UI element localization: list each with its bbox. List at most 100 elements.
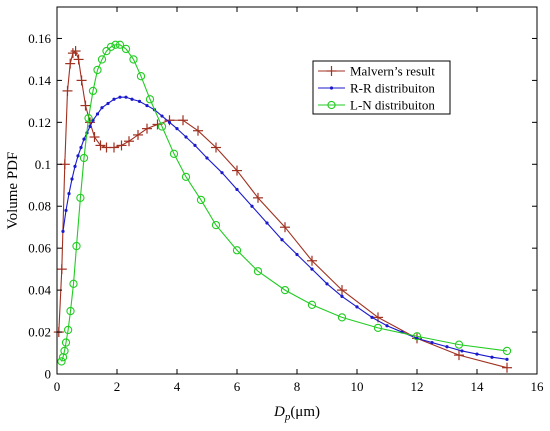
series-3-point bbox=[72, 241, 81, 251]
x-axis-label-symbol: D bbox=[273, 404, 285, 420]
axis-ticks: 0 2 4 6 8 10 12 14 16 0 0.02 0.04 0.06 0.08 0.1 0.12 0.1… bbox=[28, 7, 544, 394]
series-1-point bbox=[454, 350, 464, 361]
legend-swatch-marker bbox=[329, 86, 334, 90]
series-2-point bbox=[70, 177, 74, 181]
series-3-point bbox=[57, 357, 66, 366]
y-tick-label: 0.04 bbox=[28, 283, 51, 298]
series-3-point bbox=[280, 285, 290, 295]
series-2-point bbox=[88, 124, 92, 129]
series-3-point bbox=[61, 338, 71, 347]
y-tick-label: 0.12 bbox=[28, 115, 51, 130]
series-1-point bbox=[502, 362, 512, 373]
x-tick-label: 0 bbox=[54, 379, 61, 394]
series-1-point bbox=[67, 48, 78, 59]
series-1-point bbox=[95, 140, 106, 151]
series-2-point bbox=[460, 349, 464, 353]
x-tick-label: 14 bbox=[471, 379, 485, 394]
series-1-point bbox=[232, 165, 242, 176]
series-1-point bbox=[253, 192, 263, 203]
series-1-point bbox=[142, 123, 152, 134]
series-2-point bbox=[160, 114, 164, 118]
x-axis-label: Dp(μm) bbox=[273, 404, 320, 423]
series-3-point bbox=[373, 323, 383, 333]
series-3 bbox=[57, 40, 512, 366]
series-3-point bbox=[121, 44, 131, 54]
x-tick-label: 6 bbox=[234, 379, 241, 394]
series-2-point bbox=[235, 187, 239, 192]
series-1-point bbox=[109, 142, 119, 153]
series-1-point bbox=[280, 222, 290, 233]
series-3-point bbox=[145, 95, 155, 104]
y-tick-label: 0.06 bbox=[28, 241, 51, 256]
series-2-point bbox=[67, 192, 71, 196]
plot-area bbox=[53, 40, 512, 373]
series-3-point bbox=[412, 332, 422, 341]
series-1-point bbox=[337, 285, 347, 296]
series-1-point bbox=[80, 100, 91, 111]
plot-frame bbox=[56, 6, 538, 375]
series-1-point bbox=[62, 85, 73, 96]
x-tick-label: 10 bbox=[351, 379, 364, 394]
series-1-point bbox=[76, 75, 87, 86]
y-tick-label: 0.16 bbox=[28, 31, 51, 46]
series-2-point bbox=[325, 282, 329, 286]
y-tick-label: 0.14 bbox=[28, 73, 51, 88]
series-2-point bbox=[220, 171, 224, 175]
series-2-point bbox=[124, 95, 128, 99]
y-tick-label: 0.1 bbox=[35, 157, 51, 172]
series-3-point bbox=[196, 195, 206, 205]
series-3-point bbox=[84, 113, 93, 123]
series-2-point bbox=[280, 238, 284, 242]
series-3-point bbox=[93, 65, 102, 75]
y-axis-label: Volume PDF bbox=[5, 152, 21, 230]
series-2-point bbox=[310, 267, 314, 271]
legend-label: R-R distribuiton bbox=[350, 81, 435, 96]
series-2-point bbox=[370, 315, 374, 319]
series-3-point bbox=[58, 353, 68, 362]
series-2-point bbox=[145, 103, 149, 108]
series-2-point bbox=[95, 112, 100, 116]
series-2-point bbox=[137, 99, 142, 103]
series-2-point bbox=[445, 345, 449, 349]
series-2-point bbox=[184, 135, 188, 139]
series-3-point bbox=[129, 55, 138, 64]
series-3-point bbox=[66, 306, 75, 316]
x-tick-label: 2 bbox=[114, 379, 121, 394]
y-tick-label: 0 bbox=[45, 367, 52, 382]
series-3-point bbox=[60, 346, 69, 356]
series-1-point bbox=[56, 264, 67, 275]
series-3-point bbox=[454, 340, 464, 349]
series-3-point bbox=[111, 40, 120, 49]
x-tick-label: 16 bbox=[531, 379, 545, 394]
series-3-point bbox=[97, 55, 107, 64]
series-2-point bbox=[265, 221, 269, 225]
series-2-point bbox=[430, 340, 434, 345]
series-3-point bbox=[69, 279, 78, 288]
series-2-point bbox=[61, 229, 65, 233]
series-3-point bbox=[307, 300, 317, 309]
series-2-point bbox=[385, 324, 389, 328]
series-1-point bbox=[65, 58, 76, 69]
series-1-point bbox=[116, 140, 127, 151]
series-2-point bbox=[193, 143, 197, 148]
series-2-point bbox=[205, 156, 209, 160]
series-3-point bbox=[211, 220, 221, 230]
series-3-point bbox=[115, 40, 125, 49]
series-2-point bbox=[415, 336, 419, 340]
x-axis-label-unit: (μm) bbox=[290, 404, 320, 420]
series-3-point bbox=[63, 325, 73, 335]
x-axis-label-subscript: p bbox=[284, 411, 291, 423]
legend-label: Malvern’s result bbox=[350, 64, 435, 79]
series-3-point bbox=[76, 193, 85, 202]
x-tick-label: 8 bbox=[294, 379, 301, 394]
series-2-point bbox=[355, 305, 359, 309]
series-2-point bbox=[79, 145, 83, 150]
series-2-point bbox=[250, 204, 254, 208]
series-2-point bbox=[64, 208, 68, 213]
legend-swatch-marker bbox=[326, 66, 337, 76]
series-1-point bbox=[211, 142, 221, 153]
series-2-point bbox=[295, 252, 299, 257]
series-2-point bbox=[73, 164, 77, 168]
y-tick-label: 0.02 bbox=[28, 325, 51, 340]
